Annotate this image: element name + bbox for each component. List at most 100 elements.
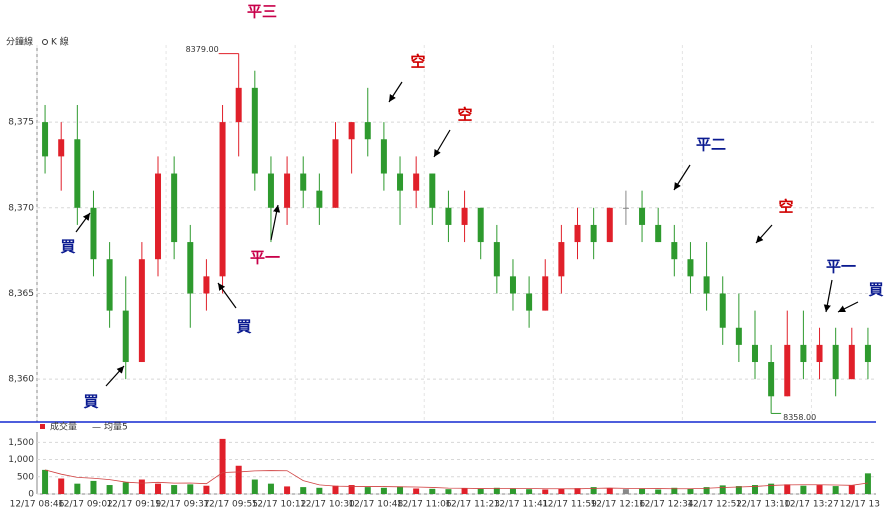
candle-body [606, 207, 613, 243]
y-tick-label: 0 [28, 490, 34, 500]
period-label[interactable]: 分鐘線 [6, 36, 33, 48]
candle-body [187, 242, 194, 294]
volume-bar [380, 487, 387, 494]
candle-body [235, 87, 242, 123]
volume-bar [719, 485, 726, 494]
volume-bar [542, 489, 549, 494]
y-tick-label: 8,370 [8, 203, 34, 213]
annotation: 買 [236, 318, 251, 336]
volume-bar [735, 486, 742, 494]
volume-bar [348, 485, 355, 494]
kind-label[interactable]: K 線 [51, 36, 69, 48]
y-tick-label: 8,365 [8, 289, 34, 299]
annotation: 買 [60, 238, 75, 256]
x-tick-label: 12/17 09:02 [58, 500, 113, 510]
volume-bar [413, 488, 420, 494]
x-tick-label: 12/17 11:23 [445, 500, 500, 510]
candle-body [703, 276, 710, 294]
volume-bar [106, 485, 113, 494]
y-tick-label: 8,375 [8, 118, 34, 128]
volume-bar [332, 485, 339, 494]
candle-body [397, 173, 404, 191]
volume-bar [155, 483, 162, 494]
annotation: 平一 [826, 258, 856, 276]
x-tick-label: 12/17 12:16 [590, 500, 645, 510]
volume-bar [671, 487, 678, 494]
legend-swatch [40, 424, 45, 429]
x-tick-label: 12/17 09:55 [203, 500, 258, 510]
annotation: 買 [83, 393, 98, 411]
candle-body [574, 224, 581, 243]
candle-body [800, 344, 807, 363]
volume-bar [461, 488, 468, 494]
candle-body [461, 207, 468, 225]
x-tick-label: 12/17 13 [840, 500, 880, 510]
volume-bar [251, 479, 258, 494]
candle-body [768, 362, 775, 397]
candle-body [526, 293, 533, 311]
volume-bar [622, 489, 629, 494]
volume-bar [445, 489, 452, 494]
volume-bar [655, 489, 662, 494]
annotation-arrow [755, 224, 773, 244]
candle-body [380, 139, 387, 174]
candle-body [300, 173, 307, 191]
candle-body [671, 242, 678, 260]
legend-entry: 均量5 [104, 421, 128, 433]
legend-entry: 成交量 [50, 421, 77, 433]
volume-bar [864, 473, 871, 494]
volume-bar [429, 488, 436, 494]
volume-bar [639, 488, 646, 494]
candle-body [687, 259, 694, 277]
volume-bar [284, 486, 291, 494]
candle-body [284, 173, 291, 208]
candle-body [590, 224, 597, 243]
volume-bar [316, 487, 323, 494]
candle-body [106, 259, 113, 311]
candle-body [42, 122, 49, 157]
candle-body [558, 242, 565, 277]
annotation-arrow [433, 129, 451, 158]
candle-body [477, 207, 484, 243]
x-tick-label: 12/17 13:27 [784, 500, 839, 510]
candle-body [622, 207, 629, 209]
volume-bar [397, 486, 404, 494]
annotation-arrow [105, 365, 125, 387]
x-tick-label: 12/17 09:19 [106, 500, 161, 510]
candle-body [784, 344, 791, 397]
x-tick-label: 12/17 11:41 [494, 500, 549, 510]
candle-body [735, 327, 742, 345]
volume-bar [590, 487, 597, 494]
ma-line [44, 469, 868, 490]
annotation: 買 [868, 281, 883, 299]
candle-body [719, 293, 726, 328]
candle-body [251, 87, 258, 174]
candle-body [138, 259, 145, 363]
volume-bar [768, 483, 775, 494]
annotation-arrow [217, 282, 237, 309]
max-label: 8379.00 [186, 45, 219, 54]
candle-body [267, 173, 274, 208]
candle-body [348, 122, 355, 140]
annotation-arrow [823, 279, 833, 313]
candle-body [413, 173, 420, 191]
candle-body [816, 344, 823, 363]
candle-body [155, 173, 162, 260]
x-tick-label: 12/17 11:06 [397, 500, 452, 510]
x-tick-label: 12/17 09:37 [155, 500, 210, 510]
volume-bar [267, 483, 274, 494]
volume-bar [171, 485, 178, 494]
volume-bar [122, 482, 129, 494]
volume-bar [800, 485, 807, 494]
candle-body [751, 344, 758, 363]
candle-body [848, 344, 855, 380]
volume-bar [42, 469, 49, 494]
annotation: 空 [410, 53, 425, 71]
x-tick-label: 12/17 08:46 [10, 500, 65, 510]
annotation-arrow [75, 212, 91, 233]
volume-bar [526, 489, 533, 494]
x-tick-label: 12/17 13:10 [736, 500, 791, 510]
radio[interactable] [42, 39, 48, 45]
